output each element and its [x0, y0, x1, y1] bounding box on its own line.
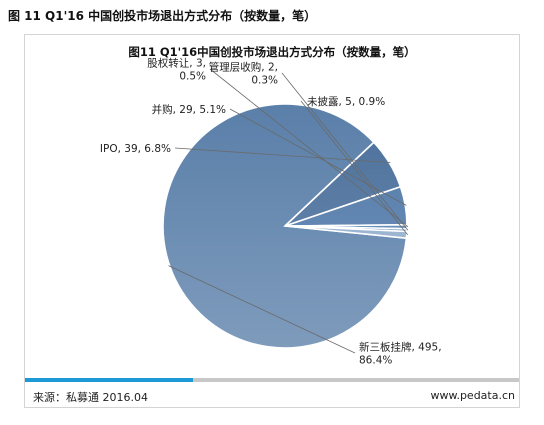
slice-labels: 新三板挂牌, 495, 86.4% IPO, 39, 6.8% 并购, 29, 5.1…	[100, 57, 442, 367]
label-equity-transfer: 股权转让, 3, 0.5%	[147, 57, 206, 83]
footer-bar-accent	[25, 378, 193, 382]
label-leaders	[168, 68, 409, 354]
pie-chart: 图11 Q1'16中国创投市场退出方式分布（按数量，笔） 新三板挂牌, 495,…	[100, 45, 442, 367]
label-neeq-listing: 新三板挂牌, 495, 86.4%	[359, 341, 442, 367]
leader-ma	[229, 108, 407, 206]
footer-bar	[25, 378, 519, 382]
leader-mbo	[281, 72, 409, 231]
website-link[interactable]: www.pedata.cn	[430, 389, 515, 402]
chart-title: 图11 Q1'16中国创投市场退出方式分布（按数量，笔）	[128, 45, 415, 59]
figure-title: 图 11 Q1'16 中国创投市场退出方式分布（按数量，笔）	[8, 9, 317, 23]
leader-ipo	[174, 147, 391, 163]
label-undisclosed: 未披露, 5, 0.9%	[307, 95, 385, 108]
label-ipo: IPO, 39, 6.8%	[100, 143, 171, 155]
pie-slices	[162, 103, 408, 349]
leader-undisclosed	[300, 100, 409, 236]
leader-neeq-listing	[168, 265, 356, 354]
source-note: 来源：私募通 2016.04	[33, 391, 148, 404]
label-ma: 并购, 29, 5.1%	[152, 103, 226, 116]
leader-equity-transfer	[209, 68, 409, 228]
chart-frame: 图11 Q1'16中国创投市场退出方式分布（按数量，笔） 新三板挂牌, 495,…	[24, 34, 520, 408]
label-mbo: 管理层收购, 2, 0.3%	[209, 61, 278, 87]
